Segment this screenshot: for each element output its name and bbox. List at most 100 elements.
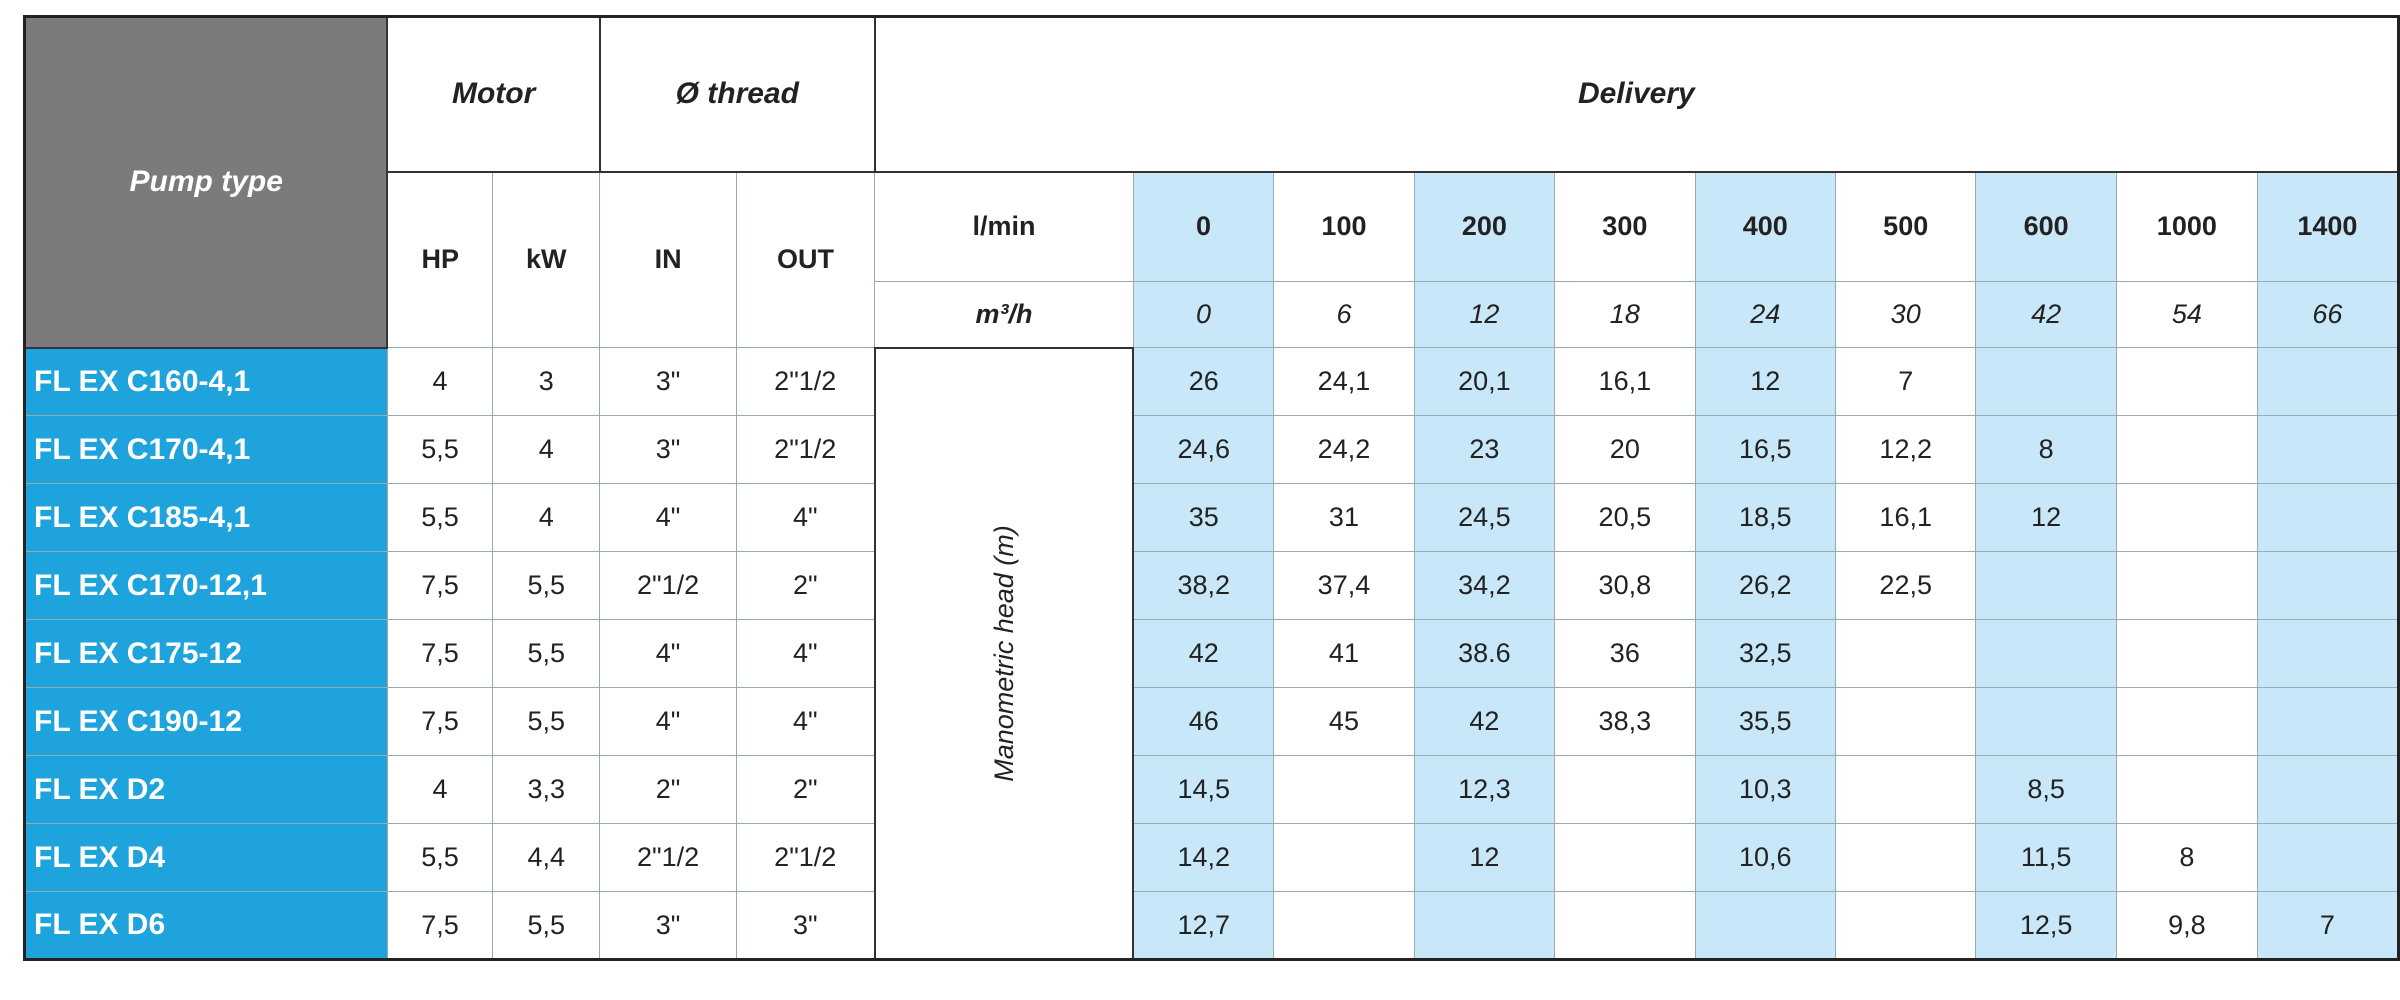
pump-out: 4" — [735, 483, 876, 552]
head-value: 35 — [1132, 483, 1275, 552]
head-value: 24,5 — [1413, 483, 1556, 552]
head-value: 42 — [1413, 687, 1556, 756]
table-row: FL EX C190-12 7,5 5,5 4" 4" 46 45 42 38,3 35,5 — [24, 687, 2400, 756]
pump-kw: 4,4 — [492, 823, 601, 892]
pump-hp: 7,5 — [386, 687, 494, 756]
flow-lmin: 200 — [1413, 171, 1556, 282]
flow-m3h: 12 — [1413, 281, 1556, 348]
head-value — [2256, 483, 2400, 552]
pump-name: FL EX D4 — [24, 823, 388, 892]
table-row: FL EX C170-12,1 7,5 5,5 2"1/2 2" 38,2 37,4 34,2… — [24, 551, 2400, 620]
pump-in: 4" — [599, 687, 737, 756]
head-value: 10,6 — [1694, 823, 1836, 892]
head-value — [1694, 891, 1836, 960]
head-label: Manometric head (m) — [988, 524, 1019, 782]
head-value: 7 — [2256, 891, 2400, 960]
head-value — [2115, 619, 2258, 688]
head-value: 26 — [1132, 347, 1275, 416]
head-value — [1834, 755, 1977, 824]
pump-out: 2" — [735, 755, 876, 824]
pump-hp: 5,5 — [386, 415, 494, 484]
head-value: 18,5 — [1694, 483, 1836, 552]
head-value: 24,2 — [1273, 415, 1415, 484]
pump-in: 3" — [599, 347, 737, 416]
flow-lmin: 1400 — [2256, 171, 2400, 282]
flow-m3h: 18 — [1554, 281, 1696, 348]
flow-m3h: 42 — [1975, 281, 2117, 348]
head-value — [1975, 347, 2117, 416]
pump-out: 2"1/2 — [735, 415, 876, 484]
head-value: 8 — [1975, 415, 2117, 484]
lmin-unit: l/min — [874, 171, 1134, 282]
pump-kw: 4 — [492, 483, 601, 552]
head-value: 38,2 — [1132, 551, 1275, 620]
pump-kw: 5,5 — [492, 619, 601, 688]
head-value: 26,2 — [1694, 551, 1836, 620]
flow-lmin: 100 — [1273, 171, 1415, 282]
head-value: 22,5 — [1834, 551, 1977, 620]
head-value: 12,3 — [1413, 755, 1556, 824]
head-value: 16,1 — [1834, 483, 1977, 552]
head-value — [2256, 687, 2400, 756]
pump-kw: 4 — [492, 415, 601, 484]
m3h-unit: m³/h — [874, 281, 1134, 348]
pump-kw: 5,5 — [492, 891, 601, 960]
pump-hp: 7,5 — [386, 619, 494, 688]
head-value: 34,2 — [1413, 551, 1556, 620]
head-value — [1834, 891, 1977, 960]
head-value: 12 — [1975, 483, 2117, 552]
flow-lmin: 400 — [1694, 171, 1836, 282]
pump-hp: 7,5 — [386, 551, 494, 620]
pump-hp: 4 — [386, 755, 494, 824]
head-value — [1413, 891, 1556, 960]
head-value: 20 — [1554, 415, 1696, 484]
in-header: IN — [599, 171, 737, 348]
out-header: OUT — [735, 171, 876, 348]
head-value: 38,3 — [1554, 687, 1696, 756]
table-row: Pump type Motor Ø thread Delivery — [23, 15, 2400, 349]
pump-out: 4" — [735, 619, 876, 688]
head-value: 12,2 — [1834, 415, 1977, 484]
flow-lmin: 1000 — [2115, 171, 2258, 282]
head-value: 38.6 — [1413, 619, 1556, 688]
head-value — [2256, 551, 2400, 620]
head-value — [2115, 415, 2258, 484]
pump-kw: 5,5 — [492, 687, 601, 756]
flow-m3h: 66 — [2256, 281, 2400, 348]
head-value: 20,1 — [1413, 347, 1556, 416]
table-row: FL EX C175-12 7,5 5,5 4" 4" 42 41 38.6 36 32,5 — [24, 619, 2400, 688]
pump-hp: 5,5 — [386, 823, 494, 892]
head-value — [1554, 891, 1696, 960]
head-value: 12 — [1694, 347, 1836, 416]
pump-in: 2" — [599, 755, 737, 824]
pump-out: 2"1/2 — [735, 823, 876, 892]
head-value: 10,3 — [1694, 755, 1836, 824]
head-value — [1834, 823, 1977, 892]
head-value: 11,5 — [1975, 823, 2117, 892]
kw-header: kW — [492, 171, 601, 348]
head-value: 16,5 — [1694, 415, 1836, 484]
head-value — [1554, 823, 1696, 892]
flow-lmin: 500 — [1834, 171, 1977, 282]
pump-in: 4" — [599, 483, 737, 552]
head-value: 9,8 — [2115, 891, 2258, 960]
head-label-cell: Manometric head (m) — [873, 346, 1135, 961]
pump-in: 2"1/2 — [599, 551, 737, 620]
head-value — [2115, 687, 2258, 756]
pump-name: FL EX C185-4,1 — [24, 483, 388, 552]
pump-out: 2"1/2 — [735, 347, 876, 416]
pump-name: FL EX C170-4,1 — [24, 415, 388, 484]
head-value — [1273, 891, 1415, 960]
pump-name: FL EX C160-4,1 — [24, 347, 388, 416]
head-value: 7 — [1834, 347, 1977, 416]
pump-name: FL EX C170-12,1 — [24, 551, 388, 620]
head-value: 12 — [1413, 823, 1556, 892]
head-value: 8 — [2115, 823, 2258, 892]
head-value: 32,5 — [1694, 619, 1836, 688]
head-value — [1834, 687, 1977, 756]
delivery-header: Delivery — [873, 15, 2400, 173]
pump-kw: 5,5 — [492, 551, 601, 620]
head-value: 12,5 — [1975, 891, 2117, 960]
